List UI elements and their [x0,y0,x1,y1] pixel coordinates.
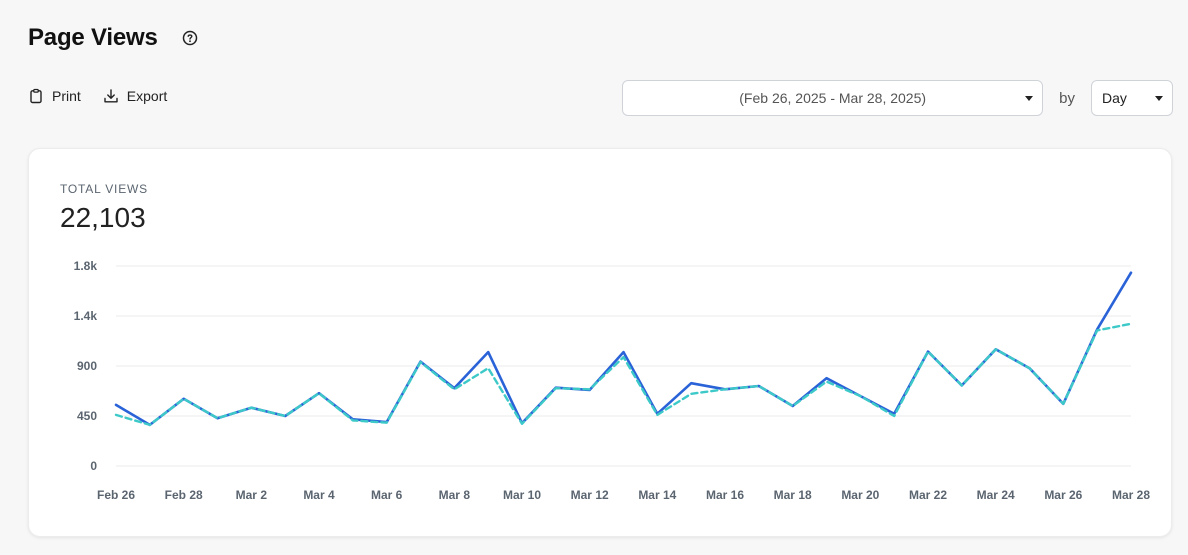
help-circle-icon[interactable] [182,30,198,46]
y-tick-label: 900 [77,359,97,373]
x-tick-label: Mar 14 [638,488,676,502]
series-line-1 [114,271,1133,427]
chart-card: TOTAL VIEWS 22,103 0 450 900 1.4k 1.8k Feb 26… [28,148,1172,537]
clipboard-icon [30,88,42,104]
print-label: Print [52,88,81,104]
export-button[interactable]: Export [103,88,167,104]
export-label: Export [126,88,168,104]
x-tick-label: Mar 22 [909,488,947,502]
y-tick-label: 1.4k [74,309,98,323]
granularity-select[interactable]: Day [1091,80,1173,116]
toolbar: Print Export [28,88,167,104]
metric-value: 22,103 [60,202,146,233]
download-icon [104,89,118,103]
x-tick-label: Mar 12 [571,488,609,502]
x-tick-label: Mar 4 [303,488,335,502]
date-range-select[interactable]: (Feb 26, 2025 - Mar 28, 2025) [622,80,1044,116]
chevron-down-icon [1155,96,1163,101]
chevron-down-icon [1025,96,1034,101]
date-range-value: (Feb 26, 2025 - Mar 28, 2025) [739,90,927,106]
x-tick-label: Mar 6 [371,488,403,502]
print-button[interactable]: Print [28,88,81,104]
x-tick-label: Mar 16 [706,488,744,502]
x-tick-label: Mar 2 [236,488,268,502]
x-tick-label: Mar 26 [1044,488,1082,502]
x-tick-label: Mar 20 [841,488,879,502]
x-tick-label: Mar 18 [774,488,812,502]
x-tick-label: Mar 10 [503,488,541,502]
x-tick-label: Mar 24 [977,488,1015,502]
page-views-chart: 0 450 900 1.4k 1.8k Feb 26 Feb 28 Mar 2 Mar 4 Mar… [74,259,1151,502]
page-title: Page Views [28,24,158,51]
x-tick-label: Mar 8 [439,488,471,502]
series-line-2 [114,322,1133,427]
y-tick-label: 0 [90,459,97,473]
y-tick-label: 450 [77,409,97,423]
granularity-value: Day [1102,90,1127,106]
metric-label: TOTAL VIEWS [60,182,148,196]
x-tick-label: Mar 28 [1112,488,1150,502]
by-label: by [1059,89,1075,107]
x-tick-label: Feb 26 [97,488,135,502]
page-header: Page Views [28,24,198,52]
filter-controls: (Feb 26, 2025 - Mar 28, 2025) by Day [622,80,1173,116]
x-tick-label: Feb 28 [165,488,203,502]
y-tick-label: 1.8k [74,259,98,273]
